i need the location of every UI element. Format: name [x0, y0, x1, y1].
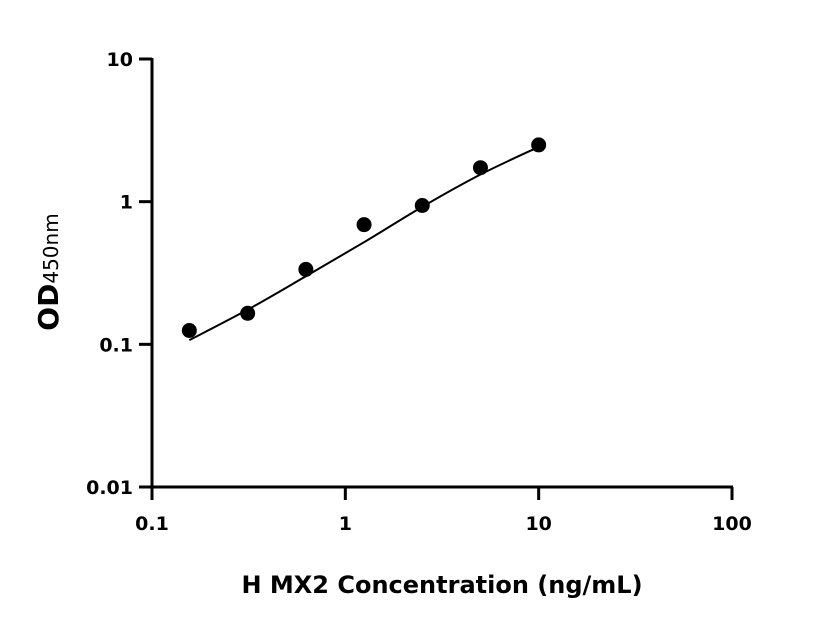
x-tick-label: 0.1 — [135, 513, 169, 535]
data-point — [298, 261, 314, 277]
y-tick-label: 0.01 — [86, 477, 133, 499]
x-tick-label: 1 — [339, 513, 352, 535]
x-tick-label: 100 — [712, 513, 752, 535]
data-point — [240, 305, 256, 321]
data-point — [181, 323, 197, 339]
y-axis-label: OD450nm — [32, 213, 65, 330]
y-tick-label: 1 — [120, 192, 133, 214]
axes — [150, 58, 733, 489]
data-point — [531, 137, 547, 153]
data-point — [472, 160, 488, 176]
y-tick-label: 0.1 — [99, 334, 133, 356]
data-point — [414, 198, 430, 214]
x-tick-label: 10 — [525, 513, 551, 535]
data-point — [356, 217, 372, 233]
y-tick-label: 10 — [107, 49, 133, 71]
x-axis-label: H MX2 Concentration (ng/mL) — [241, 571, 642, 599]
y-axis-label-sub: 450nm — [39, 213, 63, 283]
y-axis-label-main: OD — [32, 284, 65, 331]
